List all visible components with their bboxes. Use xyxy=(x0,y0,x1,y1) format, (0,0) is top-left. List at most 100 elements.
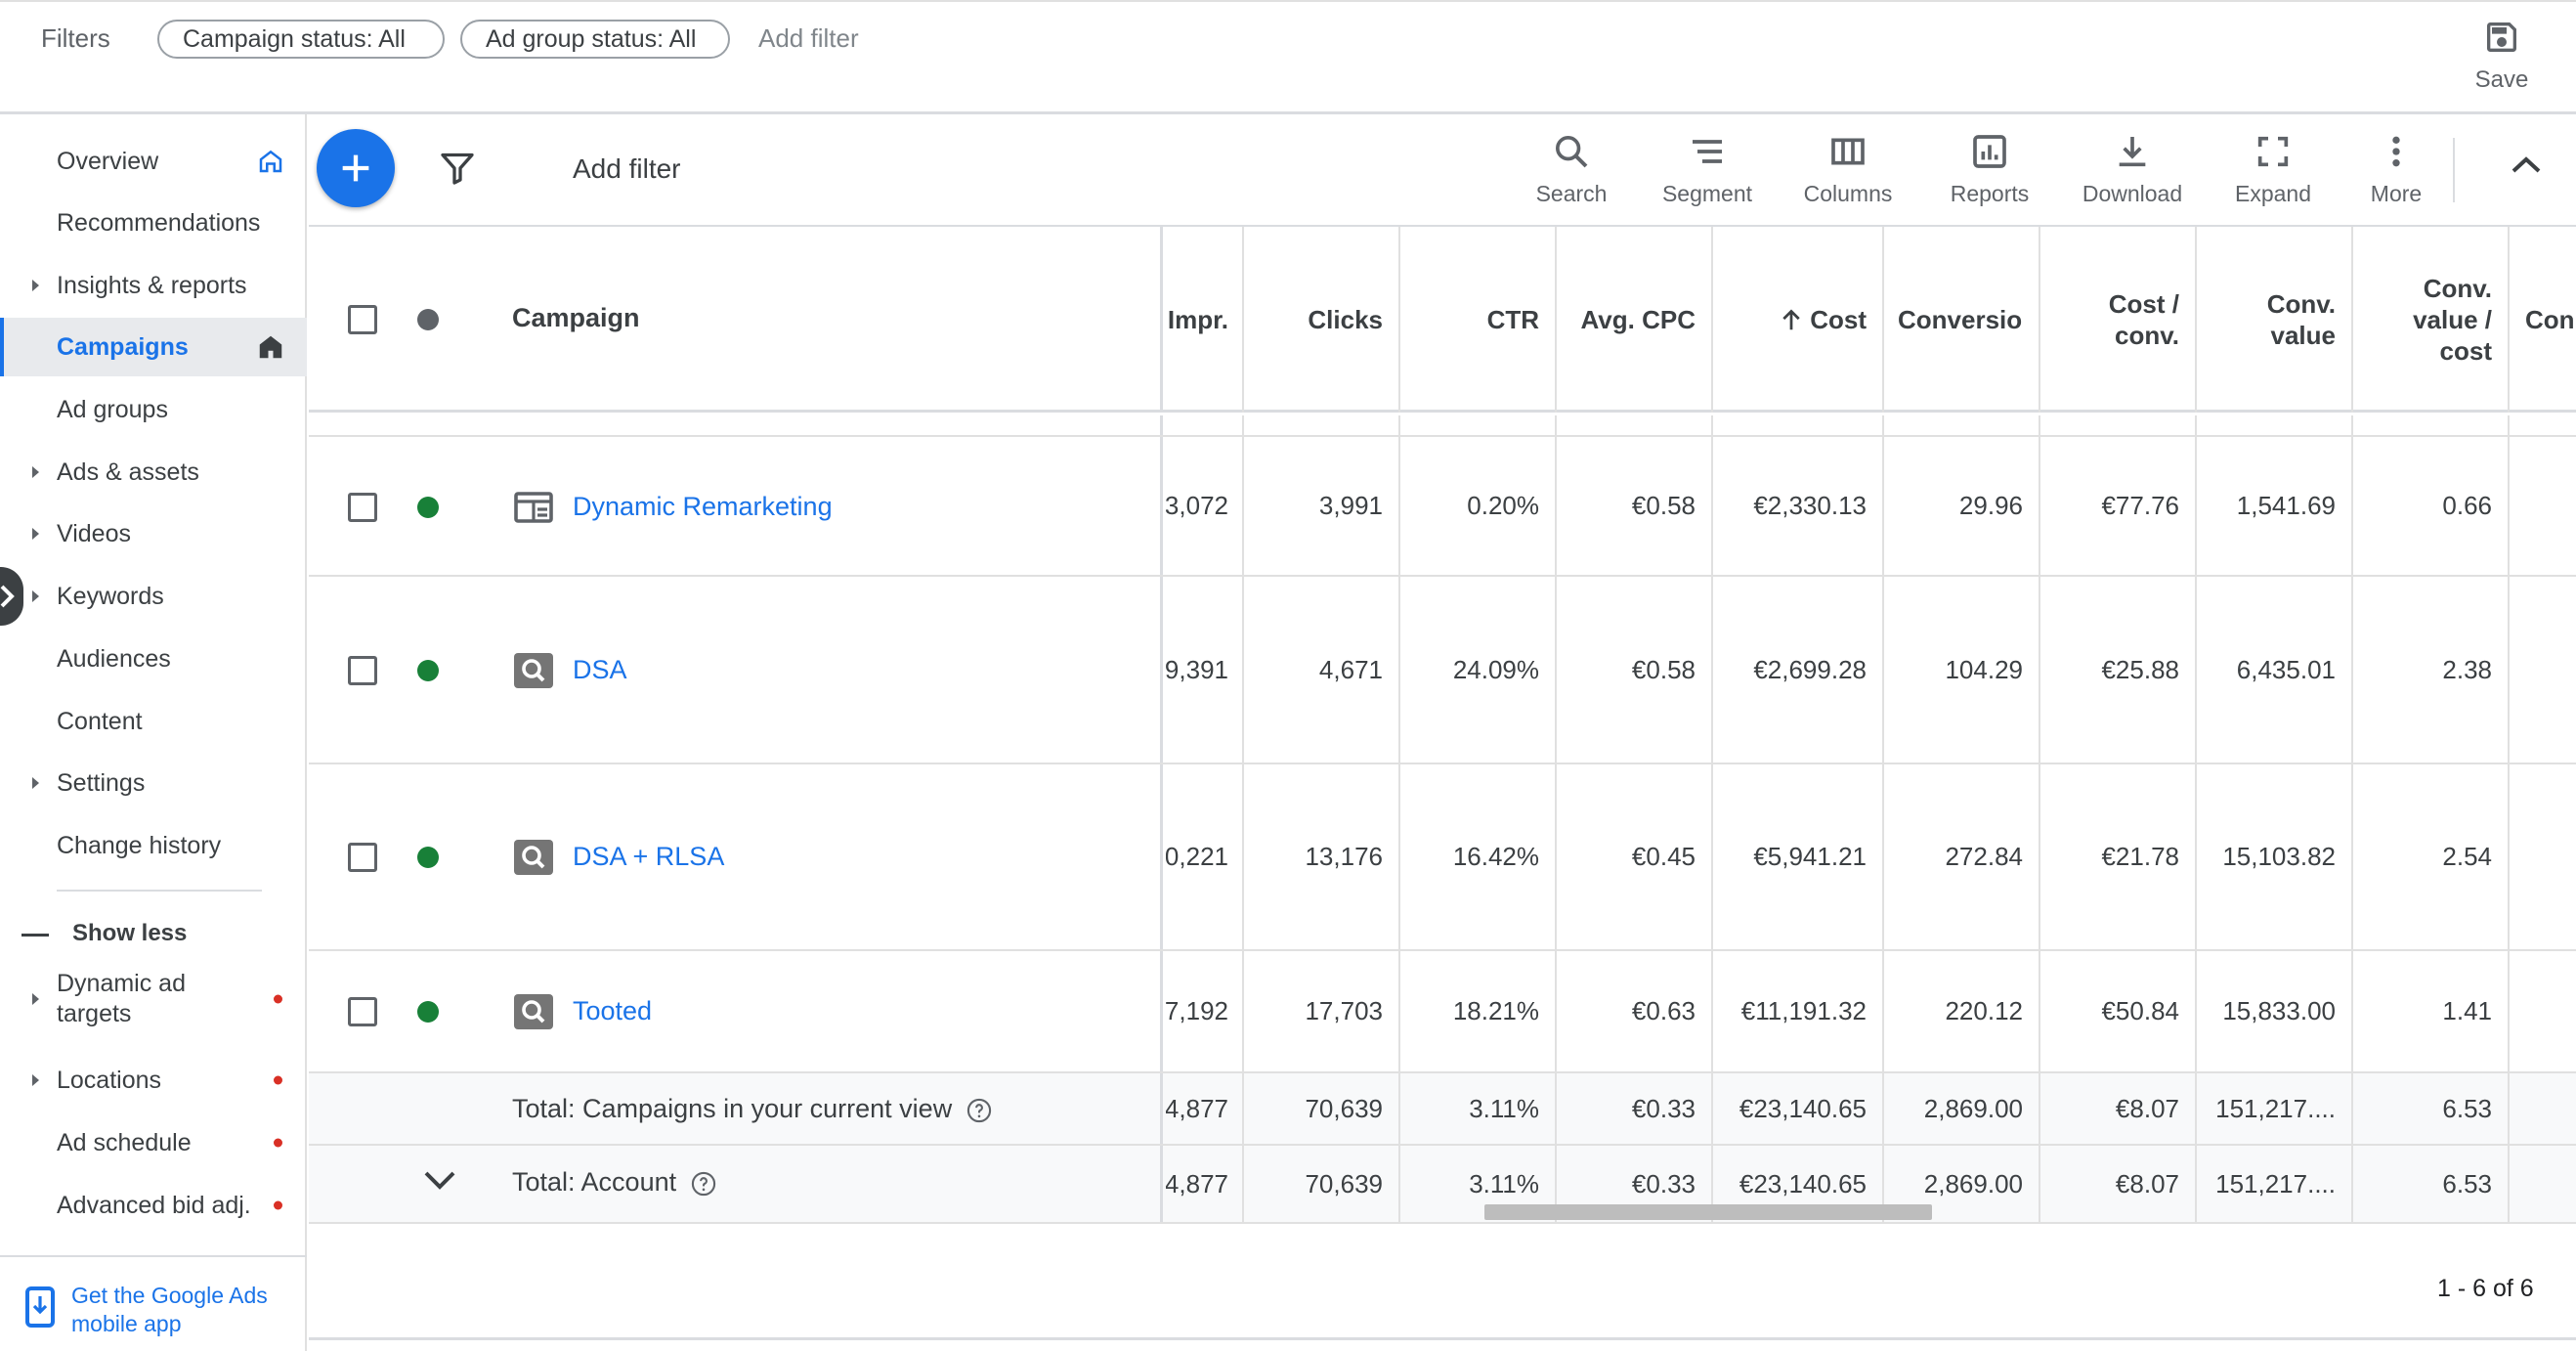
more-button[interactable]: More xyxy=(2347,132,2445,210)
sidebar-item-keywords[interactable]: Keywords xyxy=(0,567,307,626)
select-all-checkbox[interactable] xyxy=(348,305,377,334)
total-row-account: Total: Account 4,877 70,639 3.11% €0.33 … xyxy=(309,1146,2576,1224)
header-cost[interactable]: Cost xyxy=(1711,227,1882,413)
header-campaign[interactable]: Campaign xyxy=(512,303,640,332)
sidebar-item-content[interactable]: Content xyxy=(0,692,307,751)
sidebar-item-ad-schedule[interactable]: Ad schedule xyxy=(0,1113,307,1172)
chevron-down-icon[interactable] xyxy=(424,1171,455,1191)
campaign-link[interactable]: Dynamic Remarketing xyxy=(573,492,833,521)
alert-dot xyxy=(274,1200,282,1210)
help-icon[interactable] xyxy=(966,1097,993,1124)
search-button[interactable]: Search xyxy=(1513,132,1630,210)
filter-icon[interactable] xyxy=(440,152,475,185)
save-button[interactable]: Save xyxy=(2463,18,2541,106)
horizontal-scrollbar[interactable] xyxy=(1484,1204,1932,1220)
cell-conversions: 104.29 xyxy=(1882,577,2039,763)
table-row[interactable]: Dynamic Remarketing 3,072 3,991 0.20% €0… xyxy=(309,437,2576,577)
sidebar-expand-handle[interactable] xyxy=(0,567,23,626)
status-enabled-dot[interactable] xyxy=(417,660,439,681)
cell xyxy=(2351,415,2508,435)
mobile-app-promo[interactable]: Get the Google Ads mobile app xyxy=(0,1255,307,1351)
cell-cost: €11,191.32 xyxy=(1711,951,1882,1071)
reports-button[interactable]: Reports xyxy=(1931,132,2048,210)
header-impr[interactable]: Impr. xyxy=(1167,305,1228,334)
status-header-dot[interactable] xyxy=(417,309,439,330)
add-campaign-button[interactable] xyxy=(317,129,395,207)
campaign-status-chip[interactable]: Campaign status: All xyxy=(157,20,445,59)
search-campaign-icon xyxy=(514,840,553,875)
header-clicks[interactable]: Clicks xyxy=(1242,227,1398,413)
expand-button[interactable]: Expand xyxy=(2214,132,2332,210)
table-row[interactable]: Tooted 7,192 17,703 18.21% €0.63 €11,191… xyxy=(309,951,2576,1073)
status-enabled-dot[interactable] xyxy=(417,497,439,518)
cell-conv-value-cost: 6.53 xyxy=(2351,1146,2508,1222)
arrow-up-icon xyxy=(1782,309,1800,330)
total-current-view-label: Total: Campaigns in your current view xyxy=(512,1094,993,1124)
table-row[interactable]: DSA 9,391 4,671 24.09% €0.58 €2,699.28 1… xyxy=(309,577,2576,764)
total-row-current-view: Total: Campaigns in your current view 4,… xyxy=(309,1073,2576,1146)
cell-avg-cpc: €0.33 xyxy=(1555,1146,1711,1222)
sidebar-item-label: Insights & reports xyxy=(57,272,247,299)
sidebar-item-change-history[interactable]: Change history xyxy=(0,816,307,875)
sidebar-item-ad-groups[interactable]: Ad groups xyxy=(0,380,307,439)
campaign-link[interactable]: Tooted xyxy=(573,996,653,1025)
header-cost-conv[interactable]: Cost / conv. xyxy=(2039,227,2195,413)
table-toolbar: Add filter Search Segment Columns Report… xyxy=(309,114,2576,227)
campaign-link[interactable]: DSA + RLSA xyxy=(573,842,725,871)
sidebar-item-label: Overview xyxy=(57,148,159,175)
mobile-app-link[interactable]: Get the Google Ads mobile app xyxy=(71,1283,268,1336)
search-campaign-icon xyxy=(514,994,553,1029)
cell-conversions: 2,869.00 xyxy=(1882,1146,2039,1222)
cell-ctr: 24.09% xyxy=(1398,577,1555,763)
more-label: More xyxy=(2370,181,2423,206)
caret-right-icon xyxy=(32,590,39,602)
cell-avg-cpc: €0.45 xyxy=(1555,764,1711,949)
help-icon[interactable] xyxy=(690,1170,717,1198)
segment-button[interactable]: Segment xyxy=(1644,132,1771,210)
row-checkbox[interactable] xyxy=(348,997,377,1026)
header-extra[interactable]: Con xyxy=(2508,227,2576,413)
cell-conv-value-cost: 6.53 xyxy=(2351,1073,2508,1144)
header-conv-value[interactable]: Conv. value xyxy=(2195,227,2351,413)
campaign-link[interactable]: DSA xyxy=(573,655,627,684)
ad-group-status-chip[interactable]: Ad group status: All xyxy=(460,20,730,59)
header-conversions[interactable]: Conversio xyxy=(1882,227,2039,413)
chevron-up-icon[interactable] xyxy=(2512,155,2541,175)
sidebar-item-audiences[interactable]: Audiences xyxy=(0,630,307,688)
cell-cost: €23,140.65 xyxy=(1711,1073,1882,1144)
sidebar-item-locations[interactable]: Locations xyxy=(0,1051,307,1110)
header-avg-cpc[interactable]: Avg. CPC xyxy=(1555,227,1711,413)
add-filter-link[interactable]: Add filter xyxy=(758,23,859,53)
cell-clicks: 4,671 xyxy=(1242,577,1398,763)
header-ctr[interactable]: CTR xyxy=(1398,227,1555,413)
row-checkbox[interactable] xyxy=(348,656,377,685)
cell-ctr: 3.11% xyxy=(1398,1146,1555,1222)
row-checkbox[interactable] xyxy=(348,843,377,872)
cell-cost: €5,941.21 xyxy=(1711,764,1882,949)
download-button[interactable]: Download xyxy=(2064,132,2201,210)
home-icon xyxy=(259,150,282,173)
sidebar-item-insights-reports[interactable]: Insights & reports xyxy=(0,256,307,315)
cell xyxy=(1555,415,1711,435)
sidebar-item-advanced-bid-adj[interactable]: Advanced bid adj. xyxy=(0,1176,307,1235)
header-conv-value-cost[interactable]: Conv. value / cost xyxy=(2351,227,2508,413)
expand-icon xyxy=(2257,136,2289,167)
sidebar-item-recommendations[interactable]: Recommendations xyxy=(0,194,307,252)
sidebar-nav: Overview Recommendations Insights & repo… xyxy=(0,114,307,1351)
sidebar-item-settings[interactable]: Settings xyxy=(0,754,307,812)
cell-clicks: 3,991 xyxy=(1242,437,1398,575)
columns-button[interactable]: Columns xyxy=(1784,132,1911,210)
cell-conversions: 2,869.00 xyxy=(1882,1073,2039,1144)
sidebar-item-videos[interactable]: Videos xyxy=(0,504,307,563)
status-enabled-dot[interactable] xyxy=(417,847,439,868)
sidebar-item-overview[interactable]: Overview xyxy=(0,132,307,191)
sidebar-item-campaigns[interactable]: Campaigns xyxy=(0,318,307,376)
plus-icon xyxy=(342,154,369,182)
sidebar-item-ads-assets[interactable]: Ads & assets xyxy=(0,443,307,501)
table-row[interactable]: DSA + RLSA 0,221 13,176 16.42% €0.45 €5,… xyxy=(309,764,2576,951)
sidebar-item-dynamic-ad-targets[interactable]: Dynamic ad targets xyxy=(0,965,307,1033)
status-enabled-dot[interactable] xyxy=(417,1001,439,1023)
add-filter-input[interactable]: Add filter xyxy=(573,153,681,184)
row-checkbox[interactable] xyxy=(348,493,377,522)
caret-right-icon xyxy=(32,528,39,540)
